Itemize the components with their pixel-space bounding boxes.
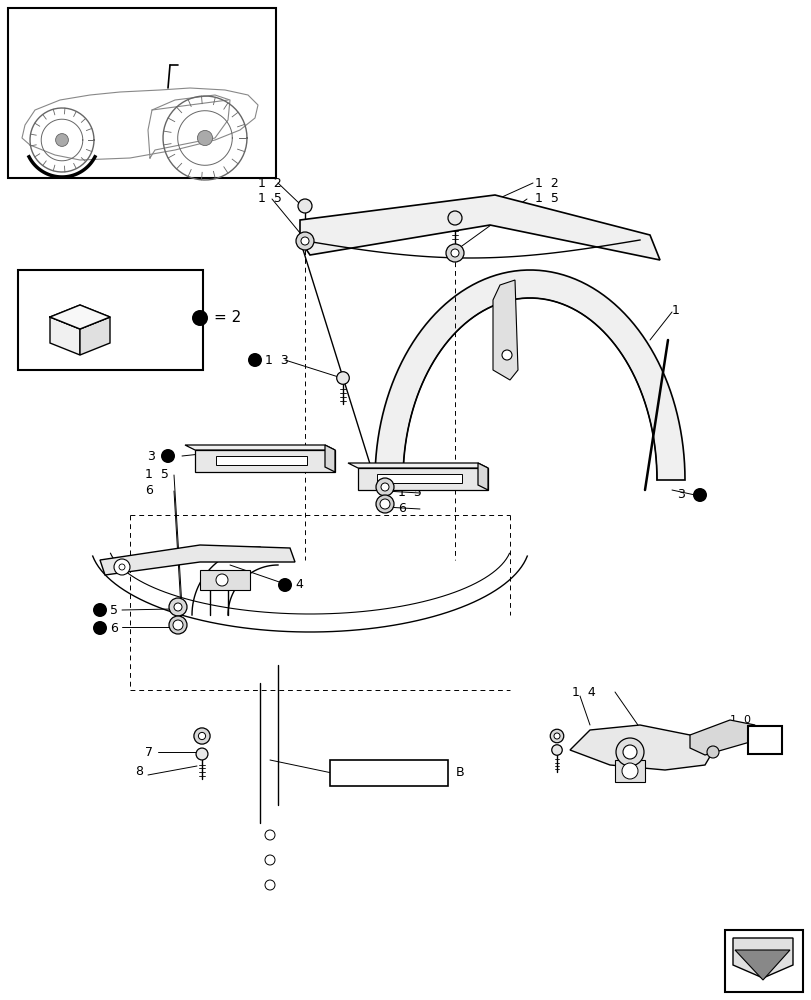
Text: 7: 7 xyxy=(145,746,152,758)
Text: KIT: KIT xyxy=(86,338,104,348)
Circle shape xyxy=(692,488,706,502)
Text: B: B xyxy=(456,766,464,779)
Circle shape xyxy=(621,763,637,779)
Polygon shape xyxy=(348,463,487,468)
Polygon shape xyxy=(100,545,294,575)
Polygon shape xyxy=(492,280,517,380)
Bar xyxy=(8,8,276,178)
Circle shape xyxy=(380,483,388,491)
Circle shape xyxy=(174,603,182,611)
Polygon shape xyxy=(200,570,250,590)
Polygon shape xyxy=(375,270,684,488)
Circle shape xyxy=(93,621,107,635)
Text: 1  5: 1 5 xyxy=(534,192,558,206)
Bar xyxy=(377,474,461,483)
Circle shape xyxy=(501,350,512,360)
Polygon shape xyxy=(478,463,487,490)
Text: 3: 3 xyxy=(676,488,684,502)
Circle shape xyxy=(298,199,311,213)
Polygon shape xyxy=(195,450,335,472)
Bar xyxy=(329,760,448,786)
Bar xyxy=(216,456,307,465)
Polygon shape xyxy=(732,938,792,978)
Circle shape xyxy=(375,495,393,513)
Text: 1  2: 1 2 xyxy=(534,177,558,190)
Polygon shape xyxy=(569,725,714,770)
Circle shape xyxy=(264,880,275,890)
Circle shape xyxy=(277,578,292,592)
Polygon shape xyxy=(299,195,659,260)
Circle shape xyxy=(551,745,561,755)
Polygon shape xyxy=(324,445,335,472)
Circle shape xyxy=(622,745,636,759)
Text: 1  0: 1 0 xyxy=(729,715,750,725)
Circle shape xyxy=(296,232,314,250)
Circle shape xyxy=(550,729,563,743)
Text: 8: 8 xyxy=(135,765,143,778)
Bar xyxy=(724,930,802,992)
Circle shape xyxy=(195,748,208,760)
Text: 1  3: 1 3 xyxy=(264,354,289,366)
Polygon shape xyxy=(689,720,754,755)
Text: 5: 5 xyxy=(109,603,118,616)
Circle shape xyxy=(375,478,393,496)
Polygon shape xyxy=(50,305,109,329)
Polygon shape xyxy=(734,950,789,980)
Text: 1  2: 1 2 xyxy=(258,177,281,190)
Text: 4: 4 xyxy=(294,578,303,591)
Circle shape xyxy=(216,574,228,586)
Circle shape xyxy=(173,620,182,630)
Polygon shape xyxy=(80,317,109,355)
Circle shape xyxy=(337,372,349,384)
Text: 6: 6 xyxy=(145,485,152,497)
Text: KIT: KIT xyxy=(70,310,90,320)
Circle shape xyxy=(169,616,187,634)
Circle shape xyxy=(301,237,309,245)
Polygon shape xyxy=(358,468,487,490)
Circle shape xyxy=(161,449,175,463)
Bar xyxy=(18,270,203,370)
Circle shape xyxy=(247,353,262,367)
Text: 1  5: 1 5 xyxy=(145,468,169,482)
Text: 6: 6 xyxy=(109,621,118,635)
Circle shape xyxy=(616,738,643,766)
Circle shape xyxy=(448,211,461,225)
Polygon shape xyxy=(185,445,335,450)
Bar xyxy=(747,726,781,754)
Text: 1  4: 1 4 xyxy=(571,686,595,698)
Circle shape xyxy=(55,134,68,146)
Polygon shape xyxy=(50,317,80,355)
Text: 1  5: 1 5 xyxy=(397,487,422,499)
Circle shape xyxy=(264,855,275,865)
Circle shape xyxy=(119,564,125,570)
Text: = 2: = 2 xyxy=(214,310,241,326)
Circle shape xyxy=(264,830,275,840)
Circle shape xyxy=(197,130,212,146)
Text: 1: 1 xyxy=(729,731,736,741)
Text: 1  5: 1 5 xyxy=(258,192,281,206)
Circle shape xyxy=(553,733,560,739)
Text: 6: 6 xyxy=(397,502,406,516)
Circle shape xyxy=(194,728,210,744)
Circle shape xyxy=(114,559,130,575)
Text: KIT: KIT xyxy=(56,338,74,348)
Circle shape xyxy=(191,310,208,326)
Circle shape xyxy=(93,603,107,617)
Circle shape xyxy=(169,598,187,616)
Circle shape xyxy=(380,499,389,509)
Circle shape xyxy=(198,732,205,740)
Text: 9: 9 xyxy=(758,731,770,749)
Text: PAG.  1: PAG. 1 xyxy=(367,766,411,779)
Circle shape xyxy=(706,746,718,758)
Circle shape xyxy=(450,249,458,257)
Text: 3: 3 xyxy=(147,450,155,462)
Polygon shape xyxy=(614,760,644,782)
Text: 1: 1 xyxy=(672,304,679,316)
Circle shape xyxy=(445,244,463,262)
